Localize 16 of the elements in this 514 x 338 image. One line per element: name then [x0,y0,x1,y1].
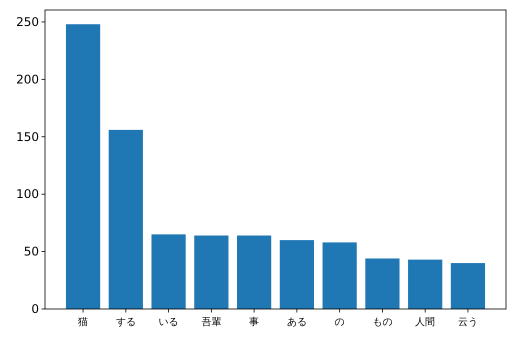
x-tick-label: する [116,317,136,328]
y-tick-label: 100 [16,187,39,202]
x-tick-label: 人間 [415,317,436,328]
x-tick-label: いる [158,317,179,328]
x-tick-label: の [334,317,345,328]
x-tick-label: ある [286,317,307,328]
y-tick-label: 0 [31,302,39,316]
x-tick-label: もの [372,317,392,328]
x-tick-label: 事 [249,316,260,328]
x-tick-label: 吾輩 [201,316,222,328]
y-tick-label: 250 [16,14,39,29]
x-tick-label: 云う [458,317,478,328]
y-tick-label: 150 [16,130,39,144]
x-tick-label: 猫 [78,317,88,328]
y-tick-label: 200 [16,72,39,86]
y-tick-label: 50 [24,244,39,259]
